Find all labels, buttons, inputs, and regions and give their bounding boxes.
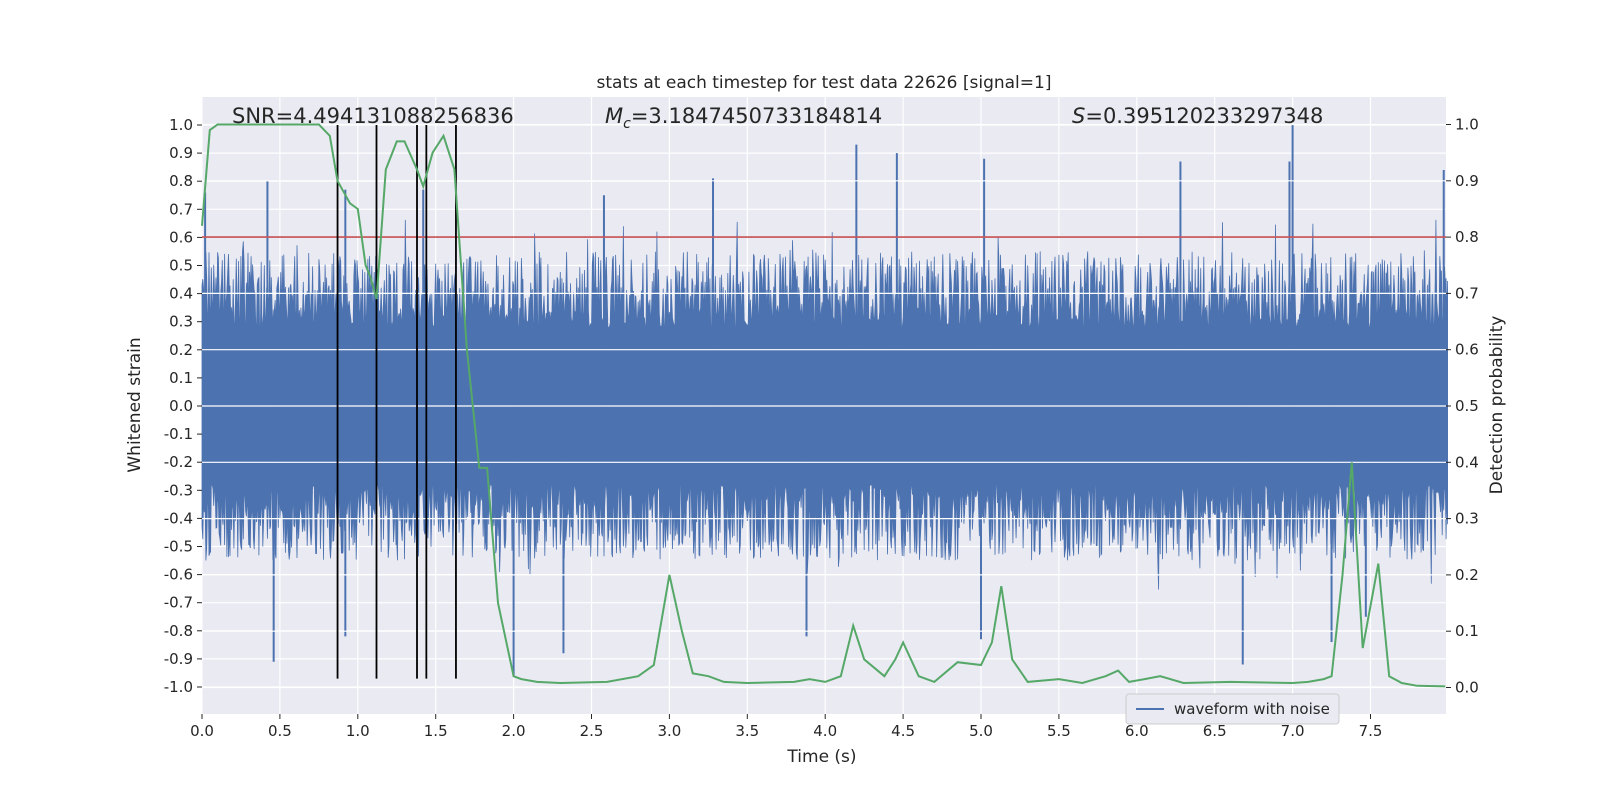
y-left-tick-label: 1.0 — [169, 116, 193, 134]
mc-symbol: M — [605, 104, 623, 128]
y-right-tick-label: 0.4 — [1455, 453, 1479, 471]
x-tick-label: 0.5 — [268, 722, 292, 740]
x-tick-label: 2.0 — [502, 722, 526, 740]
y-left-tick-label: 0.1 — [169, 369, 193, 387]
y-right-tick-label: 0.9 — [1455, 172, 1479, 190]
x-tick-label: 6.5 — [1203, 722, 1227, 740]
y-left-tick-label: 0.7 — [169, 200, 193, 218]
x-tick-label: 1.5 — [424, 722, 448, 740]
y-right-tick-label: 0.2 — [1455, 566, 1479, 584]
y-left-tick-label: -1.0 — [164, 678, 193, 696]
x-axis-title: Time (s) — [786, 747, 856, 767]
y-left-tick-label: 0.6 — [169, 228, 193, 246]
probability-line — [201, 123, 1446, 688]
y-left-tick-label: -0.9 — [164, 650, 193, 668]
y-right-tick-label: 0.0 — [1455, 679, 1479, 697]
y-left-tick-label: -0.6 — [164, 566, 193, 584]
x-tick-label: 6.0 — [1125, 722, 1149, 740]
y-left-tick-label: -0.4 — [164, 509, 193, 527]
y-left-tick-label: 0.9 — [169, 144, 193, 162]
y-left-ticks: 1.0 0.9 0.8 0.7 0.6 0.5 0.4 0.3 0.2 0.1 0.0 -0.1 -0.… — [164, 116, 202, 696]
y-left-tick-label: 0.8 — [169, 172, 193, 190]
chart-title: stats at each timestep for test data 226… — [597, 73, 1052, 93]
legend-box — [1125, 693, 1340, 725]
y-right-tick-label: 0.5 — [1455, 397, 1479, 415]
x-tick-label: 5.0 — [969, 722, 993, 740]
legend: waveform with noise — [1125, 693, 1340, 725]
x-ticks: 0.0 0.5 1.0 1.5 2.0 2.5 3.0 3.5 4.0 4.5 5.0 5.5 6.0 6… — [190, 714, 1382, 740]
y-left-tick-label: -0.8 — [164, 622, 193, 640]
x-tick-label: 7.0 — [1281, 722, 1305, 740]
y-left-tick-label: -0.7 — [164, 594, 193, 612]
x-tick-label: 1.0 — [346, 722, 370, 740]
y-right-ticks: 1.0 0.9 0.8 0.7 0.6 0.5 0.4 0.3 0.2 0.1 0.0 — [1446, 116, 1479, 697]
y-left-tick-label: 0.3 — [169, 313, 193, 331]
y-left-tick-label: 0.2 — [169, 341, 193, 359]
x-tick-label: 5.5 — [1047, 722, 1071, 740]
y-right-tick-label: 0.3 — [1455, 510, 1479, 528]
y-left-tick-label: -0.5 — [164, 538, 193, 556]
y-right-axis-title: Detection probability — [1487, 316, 1507, 495]
y-left-axis-title: Whitened strain — [125, 337, 145, 472]
y-left-tick-label: -0.1 — [164, 425, 193, 443]
probability-series — [201, 123, 1446, 688]
mc-value: =3.1847450733184814 — [631, 104, 882, 128]
s-value: =0.395120233297348 — [1085, 104, 1323, 128]
y-right-tick-label: 0.7 — [1455, 284, 1479, 302]
vertical-markers — [336, 125, 457, 679]
x-tick-label: 3.0 — [657, 722, 681, 740]
legend-label: waveform with noise — [1174, 700, 1330, 718]
y-left-tick-label: -0.3 — [164, 481, 193, 499]
y-left-tick-label: -0.2 — [164, 453, 193, 471]
x-tick-label: 4.0 — [813, 722, 837, 740]
s-annotation: S=0.395120233297348 — [1072, 104, 1323, 128]
s-symbol: S — [1072, 104, 1085, 128]
x-tick-label: 7.5 — [1359, 722, 1383, 740]
x-tick-label: 3.5 — [735, 722, 759, 740]
grid-lines-overlay — [202, 123, 1446, 689]
x-tick-label: 4.5 — [891, 722, 915, 740]
x-tick-label: 2.5 — [580, 722, 604, 740]
mc-annotation: Mc=3.1847450733184814 — [605, 104, 882, 132]
mc-subscript: c — [623, 116, 631, 132]
y-right-tick-label: 0.1 — [1455, 622, 1479, 640]
y-right-tick-label: 0.8 — [1455, 228, 1479, 246]
snr-annotation: SNR=4.494131088256836 — [232, 104, 514, 128]
y-right-tick-label: 0.6 — [1455, 341, 1479, 359]
waveform-series — [201, 125, 1448, 676]
y-left-tick-label: 0.0 — [169, 397, 193, 415]
y-left-tick-label: 0.4 — [169, 285, 193, 303]
y-left-tick-label: 0.5 — [169, 257, 193, 275]
y-right-tick-label: 1.0 — [1455, 116, 1479, 134]
x-tick-label: 0.0 — [190, 722, 214, 740]
